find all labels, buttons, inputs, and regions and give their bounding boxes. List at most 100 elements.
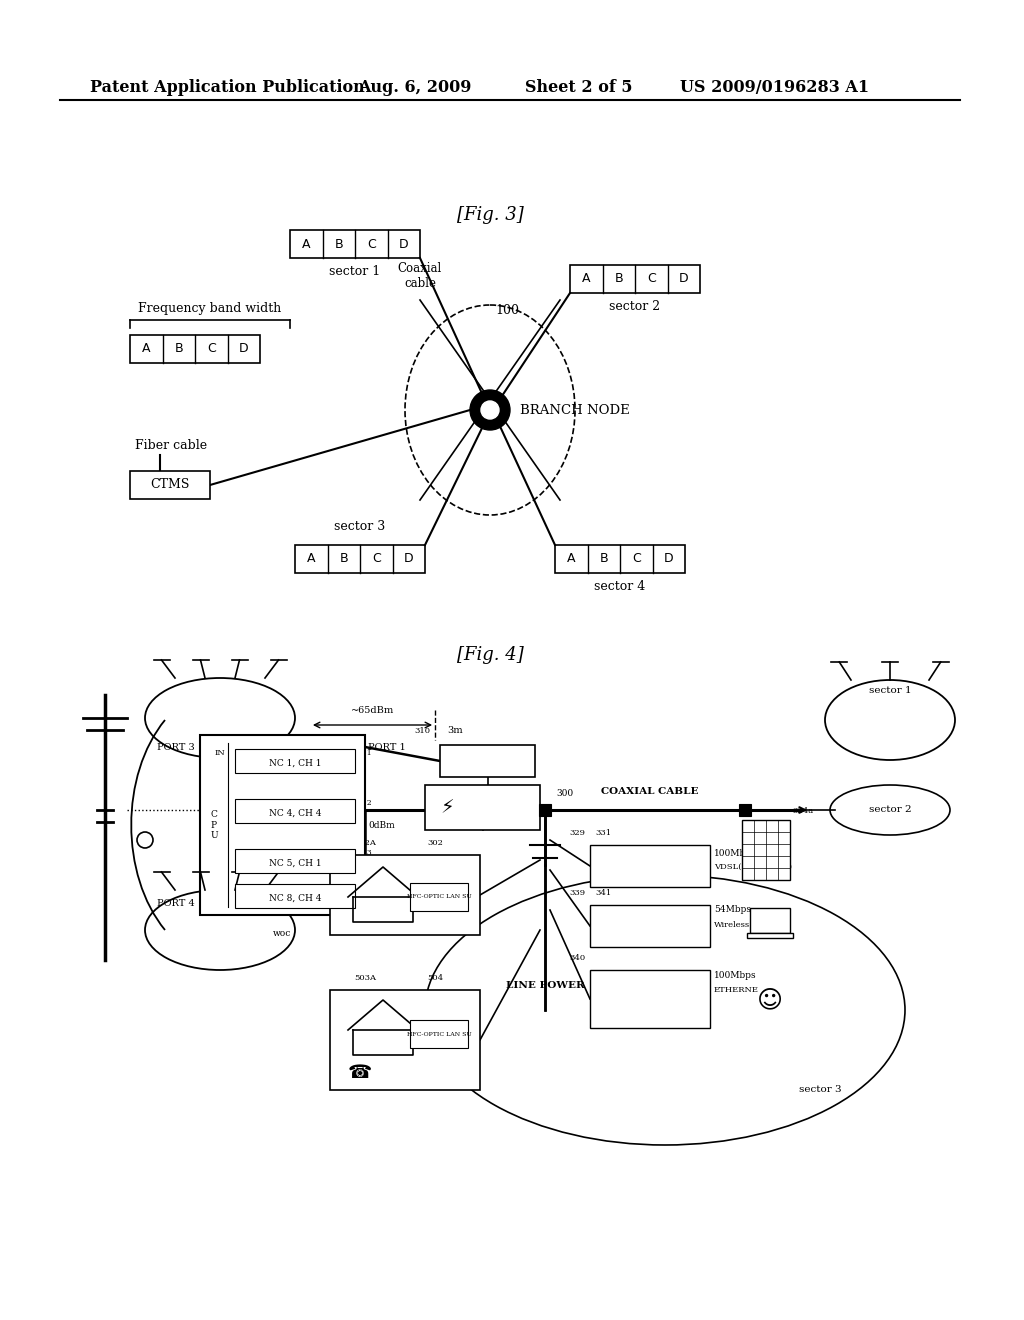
Text: C
P
U: C P U bbox=[210, 810, 218, 840]
Text: A: A bbox=[567, 553, 575, 565]
Bar bbox=[440, 744, 535, 777]
Text: IN: IN bbox=[215, 748, 225, 756]
Text: BRANCH NODE: BRANCH NODE bbox=[520, 404, 630, 417]
Text: sector 2: sector 2 bbox=[609, 300, 660, 313]
Text: Patent Application Publication: Patent Application Publication bbox=[90, 79, 365, 96]
Bar bbox=[290, 230, 420, 257]
Text: ~65dBm: ~65dBm bbox=[351, 706, 394, 715]
Circle shape bbox=[137, 832, 153, 847]
Text: NC 5, CH 1: NC 5, CH 1 bbox=[268, 858, 322, 867]
Bar bbox=[330, 855, 480, 935]
Circle shape bbox=[481, 401, 499, 418]
Bar bbox=[130, 471, 210, 499]
Text: C: C bbox=[372, 553, 381, 565]
Bar bbox=[410, 1020, 468, 1048]
Text: 334a: 334a bbox=[792, 807, 813, 814]
Text: C: C bbox=[367, 238, 376, 251]
Bar bbox=[295, 545, 425, 573]
Text: NC 4, CH 4: NC 4, CH 4 bbox=[268, 808, 322, 817]
Bar bbox=[750, 908, 790, 933]
Text: Fiber cable: Fiber cable bbox=[135, 440, 207, 451]
Text: Wireless: Wireless bbox=[714, 921, 751, 929]
Ellipse shape bbox=[145, 890, 295, 970]
Text: D: D bbox=[679, 272, 688, 285]
Text: sector 1: sector 1 bbox=[868, 686, 911, 696]
Text: sector 1: sector 1 bbox=[330, 265, 381, 279]
Text: 54Mbps: 54Mbps bbox=[714, 906, 751, 915]
Text: HFC-OPTIC LAN: HFC-OPTIC LAN bbox=[614, 913, 686, 921]
Bar bbox=[200, 735, 365, 915]
Bar bbox=[130, 335, 260, 363]
Text: HFC-OPTIC LAN: HFC-OPTIC LAN bbox=[614, 978, 686, 986]
Bar bbox=[590, 906, 710, 946]
Text: 114: 114 bbox=[357, 884, 372, 892]
Text: PORT 1: PORT 1 bbox=[368, 742, 406, 751]
Ellipse shape bbox=[825, 680, 955, 760]
Text: A: A bbox=[582, 272, 591, 285]
Bar bbox=[234, 748, 355, 774]
Text: 341: 341 bbox=[595, 888, 611, 898]
Text: Wireless TAP: Wireless TAP bbox=[623, 929, 678, 937]
Text: 113: 113 bbox=[357, 849, 372, 857]
Text: :: : bbox=[293, 878, 297, 888]
Text: ETHERNE: ETHERNE bbox=[714, 986, 759, 994]
Text: B: B bbox=[339, 553, 348, 565]
Text: A: A bbox=[307, 553, 315, 565]
Text: Sheet 2 of 5: Sheet 2 of 5 bbox=[525, 79, 633, 96]
Text: CTMS: CTMS bbox=[151, 479, 189, 491]
Text: 112: 112 bbox=[357, 799, 372, 807]
Text: 339: 339 bbox=[569, 888, 585, 898]
Bar bbox=[410, 883, 468, 911]
Ellipse shape bbox=[406, 305, 575, 515]
Text: COAXIAL CABLE: COAXIAL CABLE bbox=[601, 787, 698, 796]
Text: D: D bbox=[399, 238, 409, 251]
Text: 503A: 503A bbox=[354, 974, 376, 982]
Bar bbox=[234, 799, 355, 822]
Text: A: A bbox=[142, 342, 151, 355]
Text: HFC-OPTIC LAN SU: HFC-OPTIC LAN SU bbox=[407, 895, 471, 899]
Text: C: C bbox=[647, 272, 655, 285]
Text: NC 8, CH 4: NC 8, CH 4 bbox=[268, 894, 322, 903]
Bar bbox=[746, 933, 793, 939]
Bar bbox=[739, 804, 751, 816]
Text: 302: 302 bbox=[427, 840, 443, 847]
Text: :: : bbox=[293, 783, 297, 793]
Text: LINE POWER: LINE POWER bbox=[506, 981, 585, 990]
Text: 302A: 302A bbox=[354, 840, 376, 847]
Text: A: A bbox=[302, 238, 310, 251]
Text: sector 4: sector 4 bbox=[594, 579, 645, 593]
Text: D: D bbox=[403, 553, 414, 565]
Text: 100: 100 bbox=[495, 304, 519, 317]
Circle shape bbox=[470, 389, 510, 430]
Text: 310: 310 bbox=[414, 727, 430, 735]
Text: 111: 111 bbox=[357, 748, 372, 756]
Text: 100Mbps: 100Mbps bbox=[714, 970, 757, 979]
Ellipse shape bbox=[425, 875, 905, 1144]
Text: PORT 4: PORT 4 bbox=[158, 899, 195, 908]
Text: REPEATER: REPEATER bbox=[458, 756, 518, 766]
Bar bbox=[590, 970, 710, 1028]
Text: Frequency band width: Frequency band width bbox=[138, 302, 282, 315]
Text: 331: 331 bbox=[595, 829, 611, 837]
Bar bbox=[234, 884, 355, 908]
Text: PORT 3: PORT 3 bbox=[158, 742, 195, 751]
Text: ECB SWITCH: ECB SWITCH bbox=[621, 869, 679, 876]
Text: 3m: 3m bbox=[447, 726, 463, 735]
Text: OUTDOOR: OUTDOOR bbox=[627, 990, 673, 998]
Text: Aug. 6, 2009: Aug. 6, 2009 bbox=[358, 79, 472, 96]
Text: 329: 329 bbox=[569, 829, 585, 837]
Text: C: C bbox=[207, 342, 216, 355]
Bar bbox=[555, 545, 685, 573]
Text: ☺: ☺ bbox=[757, 987, 783, 1012]
Text: ECB SW(9 PORT): ECB SW(9 PORT) bbox=[612, 1002, 687, 1010]
Text: 340: 340 bbox=[569, 954, 585, 962]
Text: Coaxial
cable: Coaxial cable bbox=[398, 261, 442, 290]
Bar bbox=[425, 785, 540, 830]
Text: LINE POWER: LINE POWER bbox=[456, 795, 524, 804]
Text: sector 3: sector 3 bbox=[799, 1085, 842, 1094]
Text: US 2009/0196283 A1: US 2009/0196283 A1 bbox=[680, 79, 869, 96]
Bar bbox=[742, 820, 790, 880]
Text: 100Mbps: 100Mbps bbox=[714, 849, 757, 858]
Text: 100Mbps: 100Mbps bbox=[630, 1014, 670, 1022]
Text: sector 3: sector 3 bbox=[335, 520, 386, 533]
